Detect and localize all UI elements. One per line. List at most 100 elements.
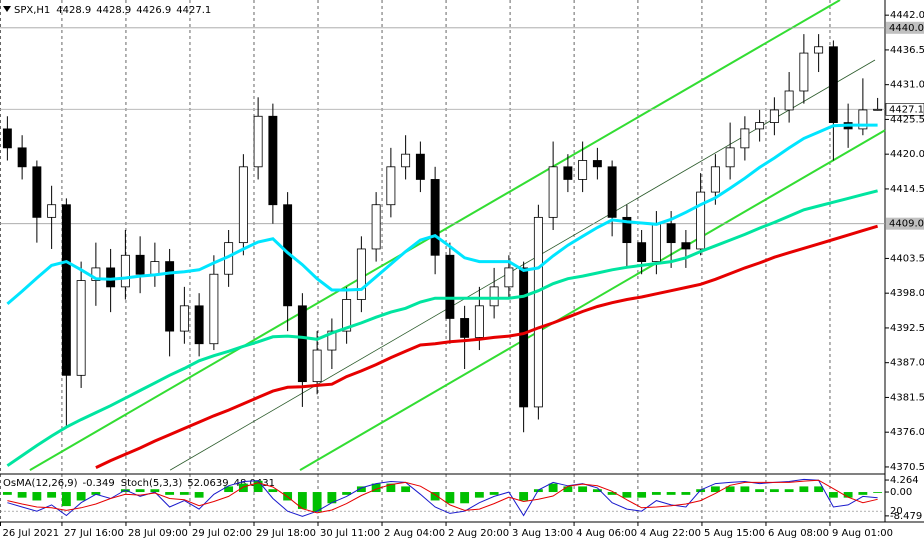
histogram-bar [179,492,189,495]
histogram-bar [91,492,101,495]
histogram-bar [253,480,263,493]
candle-body [76,280,86,376]
level-label-box [886,217,924,230]
histogram-bar [401,486,411,493]
candle-body [725,147,735,168]
x-tick-label: 29 Jul 18:00 [256,528,316,539]
candle-body [194,305,204,345]
candle-body [784,90,794,111]
x-tick-label: 5 Aug 15:00 [704,528,765,539]
y-tick-label: 4414.5 [890,184,924,195]
histogram-bar [740,486,750,493]
candle-body [179,305,189,332]
candle-body [666,223,676,244]
histogram-bar [268,489,278,493]
y-tick-label: 4403.5 [890,253,924,264]
histogram-bar [843,492,853,498]
oscillator-line [7,479,878,514]
y-tick-label: -8.479 [890,511,922,522]
level-label-box [886,21,924,34]
candle-body [799,52,809,92]
menu-icon [3,6,11,12]
histogram-bar [165,492,175,495]
histogram-bar [489,492,499,495]
candle-body [356,248,366,300]
candle-body [401,153,411,168]
candle-body [755,122,765,130]
candle-body [445,254,455,319]
candle-body [268,115,278,206]
candle-body [637,242,647,262]
moving-average [95,224,879,469]
candle-body [563,166,573,180]
y-tick-label: 4431.0 [890,80,924,91]
y-tick-label: 4436.5 [890,45,924,56]
y-tick-label: 4392.5 [890,323,924,334]
candle-body [651,223,661,262]
last-price-box [885,103,924,116]
y-tick-label: 4398.0 [890,288,924,299]
candle-body [504,267,514,288]
level-label: 4409.0 [889,219,924,230]
candle-body [253,115,263,168]
header-open: 4428.9 [56,5,91,16]
histogram-bar [371,483,381,493]
candle-body [489,286,499,307]
histogram-bar [666,492,676,495]
histogram-bar [474,492,484,498]
histogram-bar [563,486,573,493]
histogram-bar [710,486,720,493]
candle-body [430,179,440,256]
histogram-bar [725,486,735,493]
indicator-value: 52.0639 [187,478,228,489]
y-tick-label: 4370.5 [890,462,924,473]
candle-body [238,166,248,244]
indicator-value: -0.349 [83,478,115,489]
header-low: 4426.9 [136,5,171,16]
y-tick-label: 4420.0 [890,149,924,160]
candle-body [91,267,101,281]
candle-body [828,46,838,123]
histogram-bar [120,489,130,493]
histogram-bar [873,492,883,493]
histogram-bar [76,492,86,501]
histogram-bar [445,492,455,504]
candle-body [607,166,617,218]
chart-header: SPX,H1 4428.9 4428.9 4426.9 4427.1 [14,5,211,16]
candle-body [209,273,219,345]
candle-body [135,254,145,275]
histogram-bar [681,492,691,495]
histogram-bar [150,489,160,493]
histogram-bar [784,489,794,493]
indicator-title: OsMA(12,26,9)-0.349Stoch(5,3,3)52.063948… [3,478,275,489]
histogram-bar [607,492,617,495]
candle-body [371,204,381,250]
candle-body [2,128,12,149]
x-tick-label: 2 Aug 04:00 [384,528,445,539]
histogram-bar [312,492,322,512]
histogram-bar [356,486,366,493]
x-tick-label: 29 Jul 02:00 [192,528,252,539]
candle-body [342,299,352,332]
x-tick-label: 27 Jul 16:00 [64,528,124,539]
histogram-bar [61,492,71,507]
candle-body [415,153,425,180]
candle-body [120,254,130,288]
x-tick-label: 4 Aug 06:00 [576,528,637,539]
candle-body [17,147,27,168]
x-tick-label: 9 Aug 01:00 [832,528,893,539]
histogram-bar [637,492,647,498]
candle-body [312,349,322,383]
candle-body [32,166,42,218]
y-tick-label: 0.00 [890,487,912,498]
candle-body [681,242,691,250]
histogram-bar [135,489,145,493]
histogram-bar [858,492,868,495]
histogram-bar [578,486,588,493]
candle-body [106,267,116,288]
histogram-bar [828,492,838,498]
oscillator-line [7,478,878,517]
x-tick-label: 3 Aug 13:00 [512,528,573,539]
histogram-bar [651,492,661,495]
